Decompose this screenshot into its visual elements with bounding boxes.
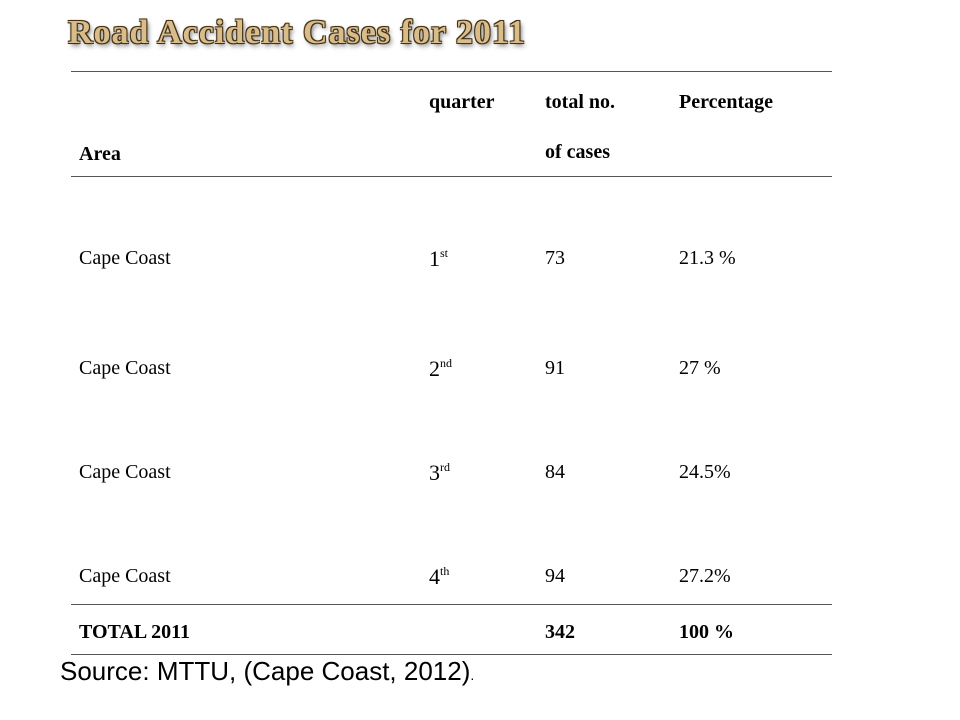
cell-area: Cape Coast — [79, 247, 171, 269]
cell-cases: 84 — [545, 461, 565, 483]
table-row: Cape Coast 2nd 91 27 % — [71, 287, 832, 391]
cell-quarter: 1st — [429, 246, 449, 271]
table-row: Cape Coast 1st 73 21.3 % — [71, 177, 832, 287]
total-percentage: 100 % — [679, 621, 734, 643]
cell-percentage: 24.5% — [679, 461, 731, 483]
cell-cases: 94 — [545, 565, 565, 587]
table-total-row: TOTAL 2011 342 100 % — [71, 605, 832, 654]
header-percentage: Percentage — [679, 91, 774, 113]
table-top-rule — [71, 71, 832, 72]
header-bottom-rule — [71, 176, 832, 177]
slide-title: Road Accident Cases for 2011 — [68, 14, 527, 51]
header-cases-line2: of cases — [545, 141, 610, 163]
table-row: Cape Coast 4th 94 27.2% — [71, 495, 832, 604]
cell-percentage: 27 % — [679, 357, 721, 379]
cell-percentage: 27.2% — [679, 565, 731, 587]
cell-area: Cape Coast — [79, 565, 171, 587]
cell-area: Cape Coast — [79, 461, 171, 483]
source-note: Source: MTTU, (Cape Coast, 2012). — [60, 656, 475, 686]
cell-quarter: 3rd — [429, 460, 450, 485]
cell-percentage: 21.3 % — [679, 247, 736, 269]
header-cases-line1: total no. — [545, 91, 615, 113]
table-header: Area quarter total no. of cases Percenta… — [71, 72, 832, 176]
header-quarter: quarter — [429, 91, 495, 113]
cell-cases: 73 — [545, 247, 565, 269]
header-area: Area — [79, 143, 121, 165]
total-label: TOTAL 2011 — [79, 621, 190, 643]
accident-table: Area quarter total no. of cases Percenta… — [71, 71, 832, 655]
cell-area: Cape Coast — [79, 357, 171, 379]
table-row: Cape Coast 3rd 84 24.5% — [71, 391, 832, 495]
total-cases: 342 — [545, 621, 575, 643]
cell-cases: 91 — [545, 357, 565, 379]
table-bottom-rule — [71, 654, 832, 655]
cell-quarter: 4th — [429, 564, 450, 589]
cell-quarter: 2nd — [429, 356, 452, 381]
total-top-rule — [71, 604, 832, 605]
